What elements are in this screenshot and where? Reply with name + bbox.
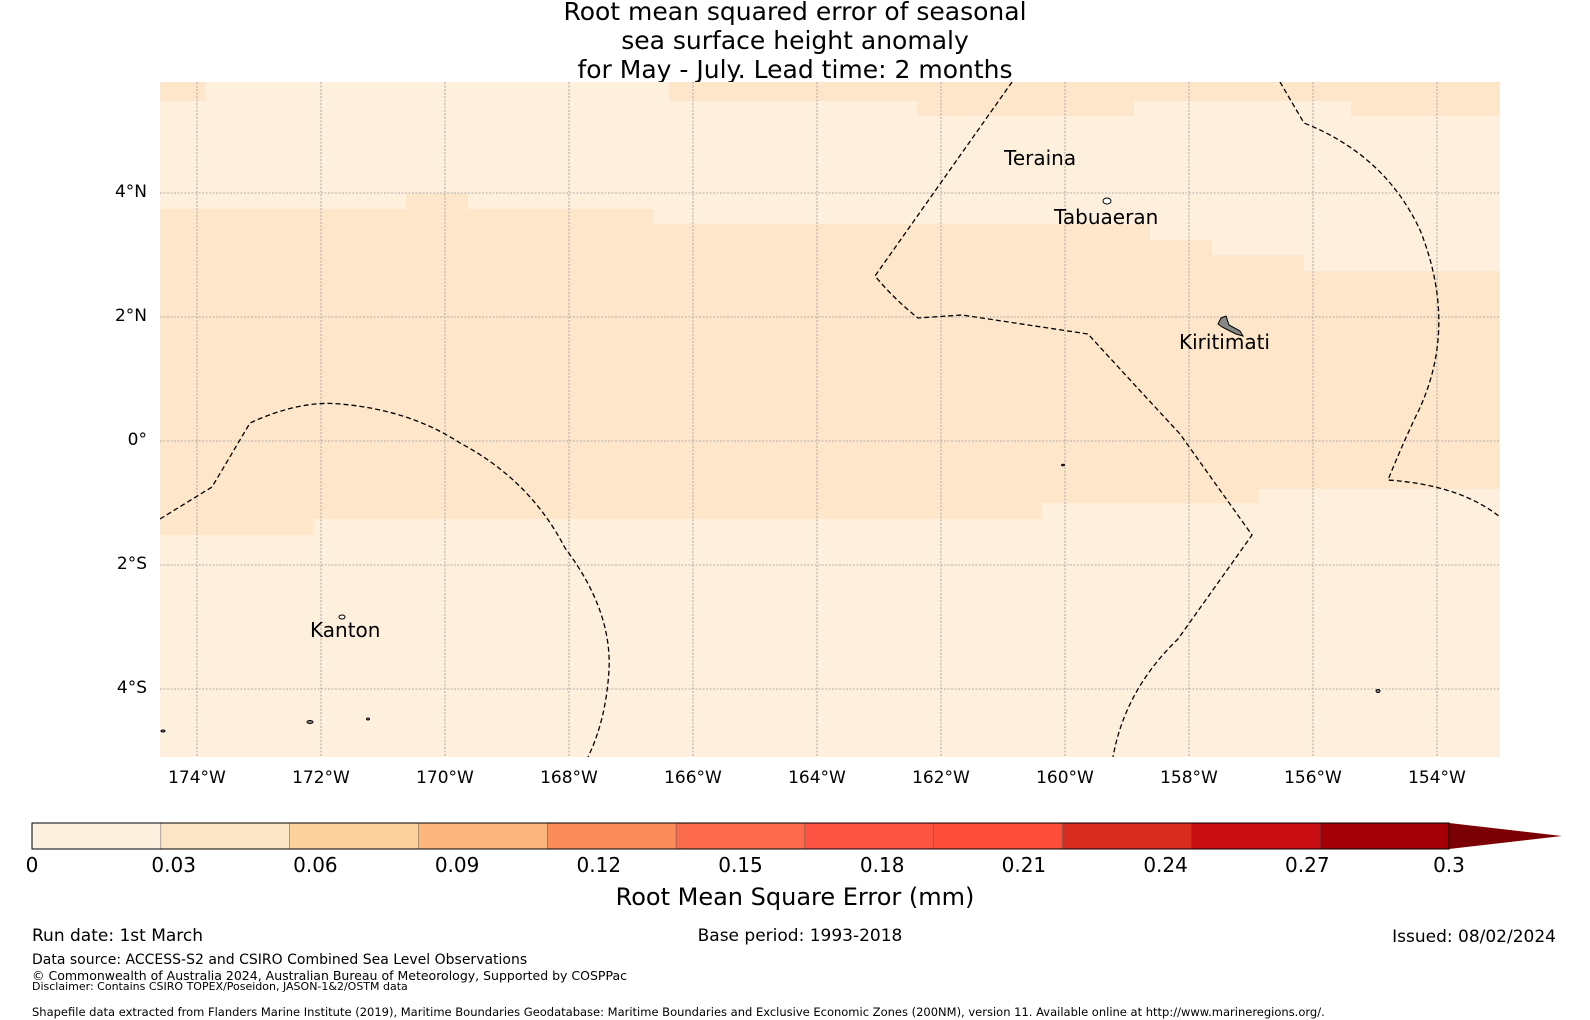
colorbar-tick: 0.06 [293,853,338,877]
lon-tick: 168°W [540,768,598,788]
island-small-2 [366,717,370,721]
lon-tick: 174°W [168,768,226,788]
colorbar-cell [675,822,806,850]
island-kanton [338,614,346,620]
field-mid-top [669,82,1500,116]
colorbar-cell [804,822,935,850]
colorbar-label: Root Mean Square Error (mm) [615,883,975,911]
lat-tick: 4°S [116,678,147,698]
lat-tick: 4°N [114,182,147,202]
colorbar-cell [1319,822,1450,850]
island-tabuaeran [1102,197,1112,205]
lon-tick: 162°W [912,768,970,788]
lat-tick: 2°N [114,306,147,326]
colorbar-tick: 0.12 [576,853,622,877]
colorbar-cells [31,822,1562,850]
data-source: Data source: ACCESS-S2 and CSIRO Combine… [32,952,528,968]
island-small-4 [160,729,166,733]
colorbar-cell [1062,822,1193,850]
label-kanton: Kanton [310,618,380,642]
colorbar-frame [31,822,1450,850]
rmse-field [160,82,1500,757]
colorbar-tick: 0.24 [1143,853,1188,877]
island-small-3 [1375,689,1381,693]
colorbar-tick: 0.3 [1433,853,1465,877]
lon-tick: 170°W [416,768,474,788]
disclaimer: Disclaimer: Contains CSIRO TOPEX/Poseido… [32,980,408,993]
graticule [160,82,1500,757]
lon-tick: 160°W [1036,768,1094,788]
colorbar-cell [547,822,677,850]
lon-tick: 166°W [664,768,722,788]
colorbar-extend-arrow [1449,823,1562,849]
field-mid-band [160,193,1500,535]
colorbar-tick: 0 [25,853,39,877]
lon-tick: 158°W [1160,768,1218,788]
island-kiritimati [1217,315,1245,337]
colorbar-tick: 0.27 [1285,853,1330,877]
label-tabuaeran: Tabuaeran [1053,205,1158,229]
eez-line-islands-west [874,82,1253,757]
lon-tick: 156°W [1284,768,1342,788]
issued-date: Issued: 08/02/2024 [1392,927,1556,947]
lon-tick: 172°W [292,768,350,788]
islands [160,197,1381,733]
eez-kanton [160,402,610,757]
label-kiritimati: Kiritimati [1179,330,1270,354]
lon-tick: 164°W [788,768,846,788]
title-line-3: for May - July. Lead time: 2 months [577,55,1013,84]
run-date: Run date: 1st March [32,926,204,946]
eez-line-islands-east [1279,82,1500,518]
colorbar-cell [31,822,162,850]
colorbar-tick: 0.21 [1001,853,1047,877]
title-line-2: sea surface height anomaly [621,26,969,55]
field-mid-corner [160,82,205,101]
island-small-5 [1061,463,1065,467]
colorbar-cell [160,822,291,850]
island-small-1 [306,720,314,724]
title-line-1: Root mean squared error of seasonal [563,0,1027,26]
colorbar-tick: 0.03 [151,853,196,877]
colorbar-tick: 0.18 [859,853,905,877]
shapefile-credit: Shapefile data extracted from Flanders M… [32,1005,1325,1019]
colorbar [31,822,1562,850]
lat-tick: 2°S [116,554,147,574]
lon-tick: 154°W [1408,768,1466,788]
colorbar-cell [933,822,1064,850]
colorbar-cell [418,822,549,850]
colorbar-tick: 0.15 [718,853,763,877]
map-panel: Teraina Tabuaeran Kiritimati Kanton [160,82,1500,757]
copyright: © Commonwealth of Australia 2024, Austra… [32,968,627,983]
colorbar-tick: 0.09 [434,853,480,877]
colorbar-cell [1191,822,1321,850]
colorbar-cell [289,822,420,850]
base-period: Base period: 1993-2018 [697,926,903,946]
eez-boundaries [160,82,1500,757]
label-teraina: Teraina [1003,146,1076,170]
lat-tick: 0° [127,430,147,450]
